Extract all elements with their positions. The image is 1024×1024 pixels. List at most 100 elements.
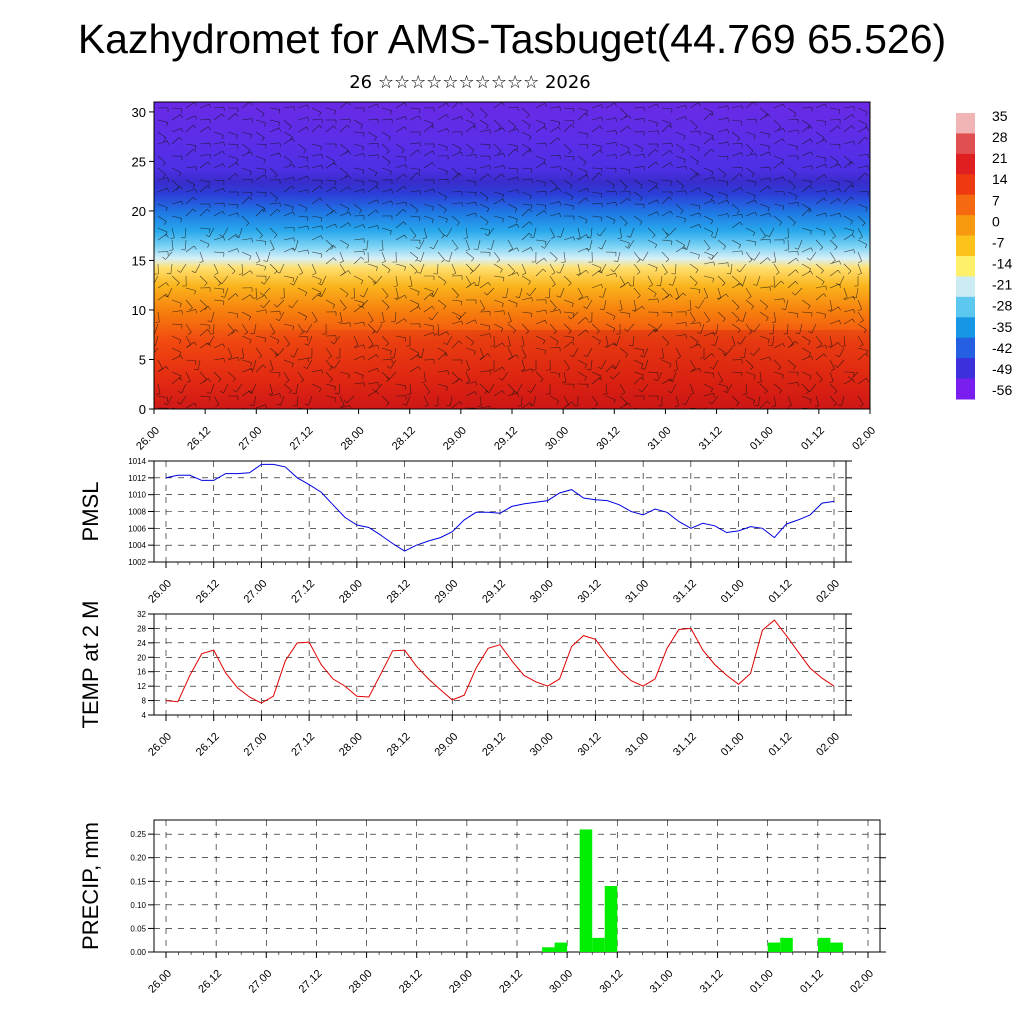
wind-barb xyxy=(703,107,714,113)
wind-barb-flag xyxy=(561,381,566,383)
wind-barb xyxy=(451,102,460,109)
wind-barb xyxy=(633,371,644,376)
wind-barb xyxy=(633,191,643,198)
wind-barb xyxy=(389,371,397,380)
wind-barb xyxy=(251,383,257,394)
wind-barb xyxy=(238,227,243,238)
wind-barb xyxy=(339,405,350,409)
wind-barb-flag xyxy=(470,270,474,275)
wind-barb-flag xyxy=(824,103,828,108)
wind-barb xyxy=(185,402,195,409)
wind-barb-flag xyxy=(217,282,222,287)
wind-barb xyxy=(577,296,588,301)
wind-barb-flag xyxy=(722,282,726,287)
wind-barb xyxy=(311,383,322,389)
wind-barb xyxy=(180,395,187,405)
wind-barb xyxy=(493,127,504,133)
wind-barb-flag xyxy=(751,173,755,178)
wind-barb xyxy=(829,283,840,289)
wind-barb-flag xyxy=(586,174,589,179)
x-tick-label: 02.00 xyxy=(848,968,876,996)
wind-barb xyxy=(493,119,502,128)
wind-barb xyxy=(717,117,728,121)
wind-barb-flag xyxy=(473,125,477,129)
wind-barb-flag xyxy=(251,368,254,373)
wind-barb-flag xyxy=(771,321,777,323)
wind-barb xyxy=(479,383,488,392)
wind-barb xyxy=(325,299,335,306)
wind-barb-flag xyxy=(628,151,632,156)
wind-barb xyxy=(619,197,629,205)
wind-barb-flag xyxy=(470,268,474,272)
wind-barb xyxy=(325,244,334,253)
wind-barb xyxy=(773,251,777,262)
wind-barb xyxy=(155,335,159,346)
wind-barb xyxy=(689,343,700,349)
wind-barb xyxy=(843,215,853,222)
wind-barb xyxy=(533,395,537,406)
wind-barb xyxy=(521,347,527,358)
wind-barb-flag xyxy=(767,416,771,417)
wind-barb xyxy=(367,390,377,397)
wind-barb xyxy=(297,311,307,317)
wind-barb xyxy=(521,402,531,409)
wind-barb xyxy=(633,215,643,223)
x-tick-label: 28.12 xyxy=(385,731,413,759)
wind-barb-flag xyxy=(765,234,770,238)
wind-barb-flag xyxy=(542,340,546,345)
wind-barb xyxy=(199,323,210,326)
wind-barb-flag xyxy=(312,272,317,276)
wind-barb-flag xyxy=(221,135,224,140)
wind-barb xyxy=(661,142,672,145)
wind-barb xyxy=(353,189,364,193)
wind-barb-flag xyxy=(797,382,799,387)
wind-barb-flag xyxy=(291,138,295,142)
wind-barb-flag xyxy=(264,122,266,127)
wind-barb xyxy=(715,227,719,238)
wind-barb xyxy=(171,200,182,205)
wind-barb-flag xyxy=(165,234,169,238)
wind-barb xyxy=(675,215,686,220)
wind-barb-flag xyxy=(795,257,799,262)
wind-barb xyxy=(661,347,665,358)
wind-barb xyxy=(521,131,532,137)
wind-barb xyxy=(647,199,658,205)
wind-barb-flag xyxy=(265,241,267,246)
x-tick-label: 28.00 xyxy=(347,968,375,996)
wind-barb-flag xyxy=(417,149,421,154)
wind-barb xyxy=(381,155,391,163)
wind-barb xyxy=(619,239,630,244)
wind-barb-flag xyxy=(561,261,566,263)
wind-barb xyxy=(535,119,546,125)
wind-barb xyxy=(493,263,503,270)
wind-barb xyxy=(325,107,336,111)
wind-barb xyxy=(293,347,299,358)
wind-barb-flag xyxy=(432,206,434,211)
wind-barb xyxy=(199,103,210,109)
wind-barb xyxy=(689,251,700,256)
wind-barb xyxy=(420,251,425,262)
wind-barb-flag xyxy=(757,381,762,383)
wind-barb-flag xyxy=(334,162,337,167)
wind-barb-flag xyxy=(698,343,702,348)
wind-barb xyxy=(857,190,868,193)
wind-barb-flag xyxy=(713,261,715,266)
wind-barb-flag xyxy=(556,400,560,405)
x-tick-label: 30.12 xyxy=(576,731,604,759)
wind-barb-flag xyxy=(303,414,306,416)
wind-barb-flag xyxy=(695,269,699,274)
wind-barb-flag xyxy=(852,234,855,238)
wind-barb-flag xyxy=(859,404,864,407)
wind-barb-flag xyxy=(573,337,575,342)
wind-barb xyxy=(815,353,825,361)
wind-barb-flag xyxy=(208,181,211,186)
wind-barb-flag xyxy=(477,405,482,407)
wind-barb xyxy=(521,203,532,206)
wind-barb xyxy=(801,347,811,354)
wind-barb-flag xyxy=(682,292,687,297)
wind-barb-flag xyxy=(691,320,696,323)
wind-barb xyxy=(157,119,168,123)
wind-barb xyxy=(829,125,839,133)
wind-barb-flag xyxy=(571,401,575,406)
wind-barb xyxy=(521,247,531,253)
